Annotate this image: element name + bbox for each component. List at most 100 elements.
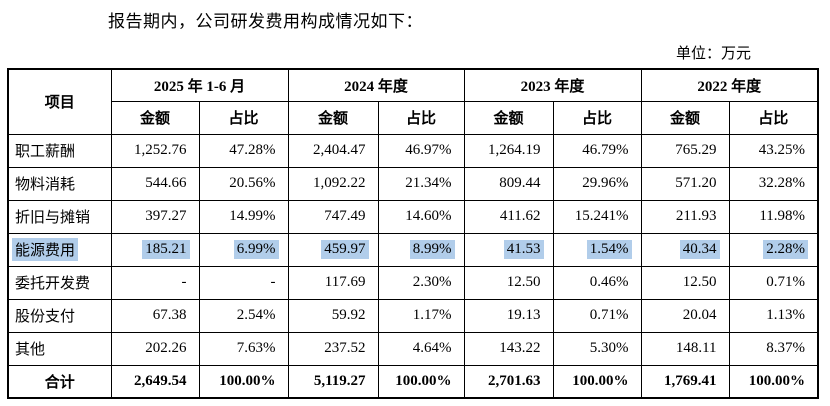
amount-cell: 5,119.27: [287, 364, 379, 399]
amount-cell: 2,649.54: [110, 364, 200, 399]
period-header: 2022 年度: [640, 68, 819, 102]
amount-cell: 809.44: [463, 166, 554, 201]
ratio-cell: 1.54%: [552, 232, 642, 267]
row-label: 合计: [7, 364, 112, 399]
amount-cell: 185.21: [110, 232, 200, 267]
ratio-cell: 2.54%: [198, 298, 289, 333]
amount-header: 金额: [287, 100, 379, 135]
amount-cell: 1,092.22: [287, 166, 379, 201]
table-body: 职工薪酬 1,252.76 47.28% 2,404.47 46.97% 1,264.19…: [7, 133, 819, 399]
amount-cell: 237.52: [287, 331, 379, 366]
ratio-cell: 2.28%: [728, 232, 819, 267]
ratio-cell: 0.71%: [552, 298, 642, 333]
amount-cell: 411.62: [463, 199, 554, 234]
amount-cell: 459.97: [287, 232, 379, 267]
amount-cell: 2,701.63: [463, 364, 554, 399]
ratio-cell: 21.34%: [377, 166, 465, 201]
table-row: 职工薪酬 1,252.76 47.28% 2,404.47 46.97% 1,264.19…: [7, 133, 819, 168]
ratio-cell: 6.99%: [198, 232, 289, 267]
period-header: 2023 年度: [463, 68, 642, 102]
amount-header: 金额: [110, 100, 200, 135]
selected-text-highlight: 2.28%: [763, 240, 809, 259]
ratio-cell: 20.56%: [198, 166, 289, 201]
ratio-cell: 15.241%: [552, 199, 642, 234]
document-title: 报告期内，公司研发费用构成情况如下：: [108, 12, 423, 31]
amount-cell: 143.22: [463, 331, 554, 366]
period-header: 2025 年 1-6 月: [110, 68, 289, 102]
amount-cell: 1,264.19: [463, 133, 554, 168]
selected-text-highlight: 1.54%: [586, 240, 632, 259]
ratio-cell: 46.79%: [552, 133, 642, 168]
ratio-header: 占比: [728, 100, 819, 135]
ratio-cell: -: [198, 265, 289, 300]
amount-cell: 747.49: [287, 199, 379, 234]
selected-text-highlight: 能源费用: [12, 238, 79, 261]
amount-cell: 571.20: [640, 166, 730, 201]
item-column-header: 项目: [7, 68, 112, 135]
ratio-cell: 0.46%: [552, 265, 642, 300]
amount-cell: 20.04: [640, 298, 730, 333]
amount-cell: 211.93: [640, 199, 730, 234]
amount-cell: 59.92: [287, 298, 379, 333]
ratio-cell: 14.99%: [198, 199, 289, 234]
row-label: 能源费用: [7, 232, 112, 267]
amount-cell: 148.11: [640, 331, 730, 366]
row-label: 股份支付: [7, 298, 112, 333]
row-label: 其他: [7, 331, 112, 366]
ratio-cell: 5.30%: [552, 331, 642, 366]
amount-cell: 12.50: [463, 265, 554, 300]
amount-cell: 2,404.47: [287, 133, 379, 168]
period-header-row: 项目 2025 年 1-6 月 2024 年度 2023 年度 2022 年度: [7, 68, 819, 135]
amount-cell: 40.34: [640, 232, 730, 267]
ratio-cell: 43.25%: [728, 133, 819, 168]
ratio-cell: 14.60%: [377, 199, 465, 234]
total-row: 合计 2,649.54 100.00% 5,119.27 100.00% 2,701.63…: [7, 364, 819, 399]
selected-text-highlight: 41.53: [503, 240, 544, 259]
ratio-cell: 100.00%: [198, 364, 289, 399]
ratio-header: 占比: [377, 100, 465, 135]
ratio-cell: 47.28%: [198, 133, 289, 168]
row-label: 折旧与摊销: [7, 199, 112, 234]
table-row: 物料消耗 544.66 20.56% 1,092.22 21.34% 809.44 29.9…: [7, 166, 819, 201]
ratio-cell: 1.17%: [377, 298, 465, 333]
selected-text-highlight: 6.99%: [233, 240, 279, 259]
table-row: 折旧与摊销 397.27 14.99% 747.49 14.60% 411.62 15.24…: [7, 199, 819, 234]
amount-header: 金额: [463, 100, 554, 135]
ratio-cell: 0.71%: [728, 265, 819, 300]
ratio-cell: 7.63%: [198, 331, 289, 366]
ratio-cell: 8.99%: [377, 232, 465, 267]
amount-cell: 12.50: [640, 265, 730, 300]
row-label: 物料消耗: [7, 166, 112, 201]
table-row: 其他 202.26 7.63% 237.52 4.64% 143.22 5.30% 148.1…: [7, 331, 819, 366]
ratio-header: 占比: [552, 100, 642, 135]
row-label: 职工薪酬: [7, 133, 112, 168]
amount-cell: 397.27: [110, 199, 200, 234]
row-label: 委托开发费: [7, 265, 112, 300]
ratio-cell: 4.64%: [377, 331, 465, 366]
ratio-cell: 32.28%: [728, 166, 819, 201]
ratio-cell: 11.98%: [728, 199, 819, 234]
unit-label: 单位：万元: [676, 46, 752, 62]
subheader-row: 金额 占比 金额 占比 金额 占比 金额 占比: [8, 100, 819, 135]
selected-text-highlight: 40.34: [679, 240, 720, 259]
ratio-cell: 1.13%: [728, 298, 819, 333]
amount-cell: 765.29: [640, 133, 730, 168]
table-row: 能源费用 185.21 6.99% 459.97 8.99% 41.53 1.54% 40.3…: [7, 232, 819, 267]
amount-cell: 1,252.76: [110, 133, 200, 168]
amount-cell: 41.53: [463, 232, 554, 267]
ratio-cell: 8.37%: [728, 331, 819, 366]
amount-cell: 19.13: [463, 298, 554, 333]
amount-cell: -: [110, 265, 200, 300]
ratio-cell: 46.97%: [377, 133, 465, 168]
table-row: 委托开发费 - -117.69 2.30% 12.50 0.46% 12.50 0.71%: [7, 265, 819, 300]
rd-expense-table: 项目 2025 年 1-6 月 2024 年度 2023 年度 2022 年度 金额占…: [7, 68, 820, 399]
ratio-cell: 100.00%: [728, 364, 819, 399]
ratio-header: 占比: [198, 100, 289, 135]
amount-cell: 1,769.41: [640, 364, 730, 399]
amount-header: 金额: [640, 100, 730, 135]
amount-cell: 202.26: [110, 331, 200, 366]
selected-text-highlight: 185.21: [142, 240, 190, 259]
table-row: 股份支付 67.38 2.54% 59.92 1.17% 19.13 0.71% 20.04 1…: [7, 298, 819, 333]
ratio-cell: 29.96%: [552, 166, 642, 201]
period-header: 2024 年度: [287, 68, 465, 102]
